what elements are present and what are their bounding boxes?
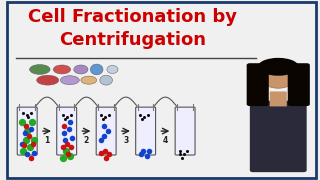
Point	[98, 139, 103, 141]
Text: 1: 1	[44, 136, 50, 145]
Point	[61, 124, 67, 127]
Point	[26, 135, 31, 138]
Point	[67, 121, 72, 124]
Point	[102, 115, 107, 118]
Text: Centrifugation: Centrifugation	[60, 31, 206, 49]
Point	[68, 114, 73, 116]
Text: 3: 3	[123, 136, 129, 145]
Point	[20, 142, 25, 145]
Point	[62, 139, 68, 141]
Point	[184, 149, 189, 152]
Point	[146, 114, 151, 116]
FancyBboxPatch shape	[250, 101, 307, 172]
Point	[101, 135, 106, 138]
Text: 2: 2	[84, 136, 89, 145]
Point	[145, 155, 150, 158]
Point	[22, 131, 28, 134]
Point	[21, 112, 26, 115]
Point	[29, 121, 35, 124]
FancyBboxPatch shape	[136, 107, 156, 155]
FancyBboxPatch shape	[17, 107, 37, 155]
Point	[30, 142, 35, 145]
Point	[29, 112, 34, 115]
Point	[29, 128, 34, 131]
Point	[21, 144, 27, 147]
Point	[61, 131, 67, 134]
FancyBboxPatch shape	[270, 91, 287, 106]
Ellipse shape	[100, 75, 112, 85]
Point	[138, 114, 143, 116]
Point	[60, 114, 66, 116]
Point	[106, 114, 111, 116]
Ellipse shape	[37, 75, 59, 85]
FancyBboxPatch shape	[57, 107, 76, 155]
Ellipse shape	[53, 65, 71, 74]
Point	[31, 139, 36, 141]
Point	[23, 139, 28, 141]
Point	[147, 149, 152, 152]
FancyBboxPatch shape	[175, 107, 195, 155]
Point	[106, 153, 111, 156]
Point	[180, 156, 185, 159]
Point	[60, 156, 65, 159]
Ellipse shape	[60, 76, 79, 85]
Ellipse shape	[259, 63, 297, 88]
Point	[178, 149, 183, 152]
Point	[182, 153, 187, 156]
Point	[140, 117, 145, 120]
FancyBboxPatch shape	[247, 63, 269, 106]
Point	[66, 153, 71, 156]
FancyBboxPatch shape	[288, 63, 310, 106]
Ellipse shape	[107, 66, 118, 73]
Point	[102, 149, 107, 152]
Point	[25, 114, 30, 116]
Point	[25, 153, 30, 156]
Point	[64, 142, 69, 145]
Ellipse shape	[29, 65, 50, 74]
Point	[104, 156, 109, 159]
Point	[62, 117, 68, 120]
Point	[24, 124, 29, 127]
Point	[105, 130, 110, 132]
Point	[63, 149, 68, 152]
Point	[66, 128, 71, 131]
Text: Cell Fractionation by: Cell Fractionation by	[28, 8, 237, 26]
Ellipse shape	[90, 64, 103, 75]
FancyBboxPatch shape	[96, 107, 116, 155]
Point	[99, 151, 104, 154]
Point	[25, 130, 30, 132]
Ellipse shape	[81, 76, 97, 84]
Point	[70, 137, 75, 140]
Point	[141, 149, 146, 152]
Point	[60, 146, 66, 149]
Point	[101, 124, 107, 127]
Point	[20, 121, 25, 124]
Ellipse shape	[74, 65, 88, 74]
Point	[64, 115, 69, 118]
Point	[138, 153, 143, 156]
Point	[177, 153, 182, 156]
Point	[20, 149, 26, 152]
Point	[31, 151, 36, 154]
Text: 4: 4	[163, 136, 168, 145]
Ellipse shape	[258, 58, 299, 76]
Point	[29, 156, 34, 159]
Point	[100, 117, 106, 120]
Point	[67, 155, 72, 158]
Point	[26, 115, 31, 118]
Point	[28, 146, 33, 149]
Point	[98, 114, 103, 116]
Point	[68, 146, 73, 149]
Point	[141, 115, 147, 118]
